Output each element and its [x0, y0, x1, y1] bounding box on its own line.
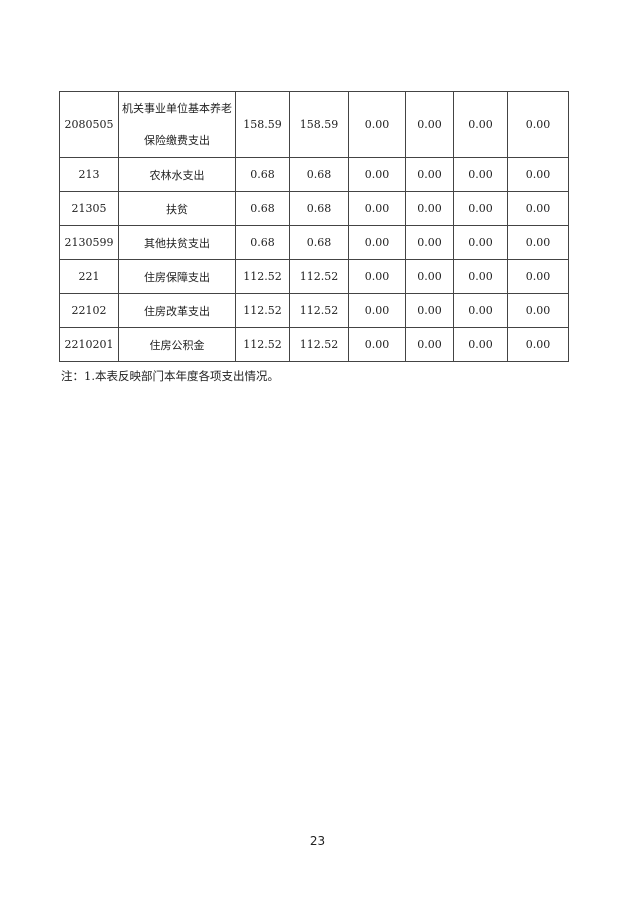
cell-value: 158.59: [235, 91, 290, 158]
cell-value: 112.52: [289, 327, 349, 362]
table-row: 21305 扶贫 0.68 0.68 0.00 0.00 0.00 0.00: [59, 191, 569, 226]
cell-value: 0.00: [453, 259, 508, 294]
cell-value: 112.52: [235, 293, 290, 328]
cell-value: 0.00: [405, 225, 454, 260]
cell-value: 0.00: [507, 157, 569, 192]
cell-value: 0.00: [453, 91, 508, 158]
cell-value: 0.00: [348, 91, 406, 158]
cell-value: 0.00: [405, 327, 454, 362]
cell-name: 其他扶贫支出: [118, 225, 236, 260]
cell-value: 0.00: [405, 259, 454, 294]
cell-code: 21305: [59, 191, 119, 226]
cell-name-line: 机关事业单位基本养老: [122, 101, 232, 115]
cell-name: 机关事业单位基本养老 保险缴费支出: [118, 91, 236, 158]
cell-code: 213: [59, 157, 119, 192]
cell-name: 农林水支出: [118, 157, 236, 192]
cell-value: 0.00: [405, 157, 454, 192]
cell-code: 2210201: [59, 327, 119, 362]
table-row: 22102 住房改革支出 112.52 112.52 0.00 0.00 0.00 0.00: [59, 293, 569, 328]
cell-value: 112.52: [289, 259, 349, 294]
cell-value: 0.68: [235, 225, 290, 260]
cell-code: 221: [59, 259, 119, 294]
cell-value: 0.00: [507, 327, 569, 362]
page-number: 23: [309, 834, 326, 848]
table-row: 2130599 其他扶贫支出 0.68 0.68 0.00 0.00 0.00 0.00: [59, 225, 569, 260]
cell-value: 0.00: [453, 225, 508, 260]
cell-value: 0.00: [348, 327, 406, 362]
cell-value: 0.00: [507, 259, 569, 294]
cell-value: 0.00: [507, 293, 569, 328]
cell-value: 112.52: [235, 327, 290, 362]
cell-name: 住房保障支出: [118, 259, 236, 294]
cell-value: 0.68: [289, 191, 349, 226]
cell-value: 0.00: [453, 293, 508, 328]
table-row: 213 农林水支出 0.68 0.68 0.00 0.00 0.00 0.00: [59, 157, 569, 192]
cell-value: 0.00: [405, 91, 454, 158]
cell-value: 0.00: [507, 91, 569, 158]
cell-code: 22102: [59, 293, 119, 328]
cell-value: 0.00: [453, 191, 508, 226]
cell-value: 0.00: [348, 157, 406, 192]
cell-value: 0.00: [348, 191, 406, 226]
expenditure-table: 2080505 机关事业单位基本养老 保险缴费支出 158.59 158.59 0.00 0…: [59, 91, 569, 362]
cell-value: 0.00: [453, 327, 508, 362]
cell-value: 0.00: [348, 259, 406, 294]
cell-value: 0.68: [289, 157, 349, 192]
table-row: 2210201 住房公积金 112.52 112.52 0.00 0.00 0.00 0.00: [59, 327, 569, 362]
cell-value: 112.52: [235, 259, 290, 294]
cell-value: 0.68: [289, 225, 349, 260]
cell-value: 0.00: [348, 225, 406, 260]
cell-code: 2130599: [59, 225, 119, 260]
cell-value: 112.52: [289, 293, 349, 328]
cell-value: 0.68: [235, 157, 290, 192]
cell-name: 住房改革支出: [118, 293, 236, 328]
cell-value: 158.59: [289, 91, 349, 158]
cell-value: 0.00: [507, 225, 569, 260]
cell-value: 0.00: [348, 293, 406, 328]
table-row: 2080505 机关事业单位基本养老 保险缴费支出 158.59 158.59 0.00 0…: [59, 91, 569, 158]
cell-name: 住房公积金: [118, 327, 236, 362]
cell-name-line: 保险缴费支出: [144, 133, 210, 147]
cell-value: 0.68: [235, 191, 290, 226]
cell-value: 0.00: [453, 157, 508, 192]
cell-name: 扶贫: [118, 191, 236, 226]
cell-code: 2080505: [59, 91, 119, 158]
table-note: 注：1.本表反映部门本年度各项支出情况。: [61, 369, 279, 383]
cell-value: 0.00: [405, 191, 454, 226]
cell-value: 0.00: [405, 293, 454, 328]
cell-value: 0.00: [507, 191, 569, 226]
table-row: 221 住房保障支出 112.52 112.52 0.00 0.00 0.00 0.00: [59, 259, 569, 294]
